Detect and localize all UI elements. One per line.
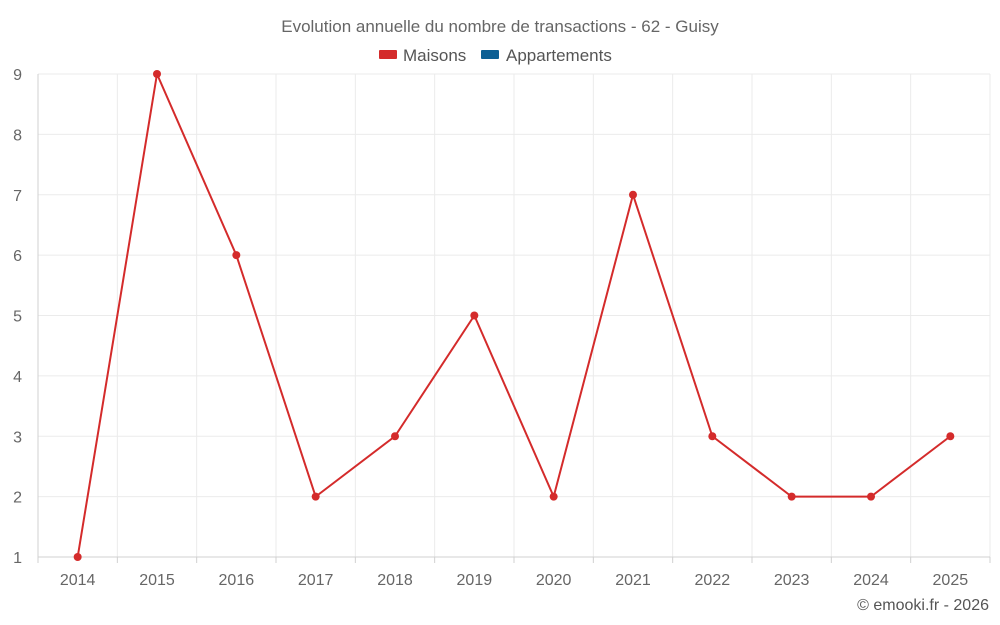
data-point-maisons-2020[interactable]	[549, 492, 558, 501]
x-tick-label: 2021	[615, 572, 651, 589]
x-axis-ticks: 2014 2015 2016 2017 2018 2019 2020 2021 2022 2023…	[37, 557, 991, 589]
data-point-maisons-2023[interactable]	[787, 492, 796, 501]
legend-label-appartements: Appartements	[506, 46, 612, 65]
legend-swatch-appartements	[481, 50, 499, 59]
y-tick-label: 5	[13, 309, 22, 326]
x-tick-label: 2017	[298, 572, 334, 589]
x-tick-label: 2023	[774, 572, 810, 589]
y-tick-label: 2	[13, 490, 22, 507]
y-tick-label: 9	[13, 67, 22, 84]
y-tick-label: 4	[13, 369, 22, 386]
y-tick-label: 7	[13, 188, 22, 205]
legend: Maisons Appartements	[379, 46, 612, 65]
y-tick-label: 6	[13, 248, 22, 265]
x-tick-label: 2018	[377, 572, 413, 589]
legend-swatch-maisons	[379, 50, 397, 59]
x-tick-label: 2024	[853, 572, 889, 589]
data-point-maisons-2015[interactable]	[153, 70, 161, 78]
y-tick-label: 1	[13, 550, 22, 567]
legend-label-maisons: Maisons	[403, 46, 466, 65]
legend-item-appartements[interactable]: Appartements	[481, 46, 612, 65]
x-tick-label: 2019	[457, 572, 493, 589]
data-point-maisons-2016[interactable]	[232, 251, 241, 260]
chart-title: Evolution annuelle du nombre de transact…	[281, 17, 719, 36]
y-axis-ticks: 1 2 3 4 5 6 7 8 9	[13, 67, 22, 567]
x-tick-label: 2014	[60, 572, 96, 589]
x-tick-label: 2015	[139, 572, 175, 589]
series-maisons	[73, 70, 955, 561]
y-tick-label: 8	[13, 127, 22, 144]
series-line-maisons	[76, 73, 951, 558]
data-point-maisons-2022[interactable]	[708, 432, 717, 441]
credit-text: © emooki.fr - 2026	[857, 597, 989, 614]
data-point-maisons-2025[interactable]	[946, 432, 955, 441]
data-point-maisons-2024[interactable]	[867, 492, 875, 501]
x-tick-label: 2016	[219, 572, 255, 589]
data-point-maisons-2014[interactable]	[73, 553, 82, 561]
grid	[38, 73, 991, 557]
data-point-maisons-2018[interactable]	[391, 432, 399, 441]
y-tick-label: 3	[13, 429, 22, 446]
data-point-maisons-2019[interactable]	[470, 311, 479, 320]
data-point-maisons-2021[interactable]	[629, 190, 637, 199]
x-tick-label: 2025	[933, 572, 969, 589]
legend-item-maisons[interactable]: Maisons	[379, 46, 466, 65]
x-tick-label: 2020	[536, 572, 572, 589]
data-point-maisons-2017[interactable]	[311, 492, 320, 501]
x-tick-label: 2022	[695, 572, 731, 589]
